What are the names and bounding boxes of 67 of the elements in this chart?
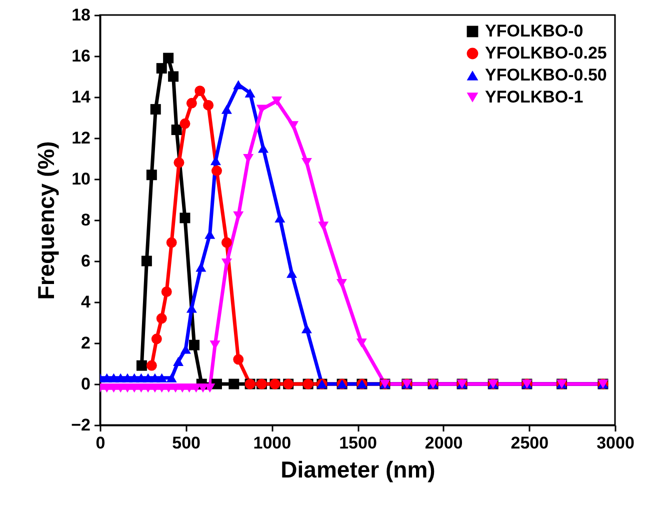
point: [156, 373, 168, 382]
point: [146, 170, 157, 180]
point: [301, 324, 312, 334]
point: [244, 88, 256, 98]
legend-label: YFOLKBO-0: [485, 22, 584, 40]
point: [203, 100, 214, 110]
point: [141, 256, 152, 266]
point: [166, 373, 177, 382]
point: [156, 63, 167, 74]
x-tick-label: 0: [96, 434, 106, 452]
point: [171, 124, 182, 136]
point: [156, 313, 167, 324]
point: [336, 279, 347, 288]
y-tick-label: 4: [81, 292, 92, 312]
point: [189, 340, 200, 350]
point: [274, 213, 286, 222]
point: [180, 212, 190, 224]
point: [163, 52, 174, 64]
point: [186, 98, 197, 108]
point: [221, 104, 232, 114]
x-tick-label: 500: [172, 434, 201, 452]
point: [228, 378, 240, 390]
point: [356, 338, 367, 348]
point: [286, 268, 297, 278]
y-tick-label: 8: [81, 210, 90, 230]
point: [166, 237, 177, 248]
point: [186, 304, 197, 313]
x-axis-title: Diameter (nm): [280, 456, 436, 482]
y-tick-label: 6: [81, 252, 90, 270]
y-tick-label: −2: [71, 416, 90, 434]
point: [301, 158, 312, 168]
point: [180, 118, 190, 129]
point: [174, 157, 184, 168]
x-tick-label: 1500: [339, 434, 377, 452]
point: [146, 360, 157, 371]
point: [150, 104, 161, 115]
point: [173, 356, 184, 366]
point: [151, 334, 162, 344]
x-tick-label: 3000: [596, 434, 634, 452]
legend-label: YFOLKBO-1: [485, 88, 584, 106]
y-tick-label: 18: [72, 6, 90, 24]
point: [258, 144, 268, 153]
x-tick-label: 2500: [510, 434, 549, 452]
x-tick-label: 1000: [253, 434, 292, 452]
point: [194, 86, 206, 96]
point: [161, 286, 172, 297]
point: [196, 262, 206, 272]
point: [168, 71, 179, 82]
point: [256, 104, 267, 114]
point: [288, 121, 299, 130]
point: [211, 166, 222, 176]
legend-label: YFOLKBO-0.50: [485, 66, 607, 84]
y-tick-label: 12: [72, 128, 90, 148]
point: [272, 96, 282, 106]
y-axis-title: Frequency (%): [33, 141, 60, 300]
point: [233, 354, 244, 365]
point: [318, 222, 329, 231]
point: [136, 360, 147, 371]
legend-label: YFOLKBO-0.25: [485, 44, 607, 62]
y-tick-label: 14: [72, 88, 92, 106]
y-tick-label: 16: [72, 46, 90, 66]
y-tick-label: 2: [81, 334, 90, 352]
y-tick-label: 0: [81, 374, 90, 394]
y-tick-label: 10: [72, 170, 90, 188]
point: [221, 237, 232, 248]
point: [233, 211, 244, 220]
x-tick-label: 2000: [424, 434, 463, 452]
